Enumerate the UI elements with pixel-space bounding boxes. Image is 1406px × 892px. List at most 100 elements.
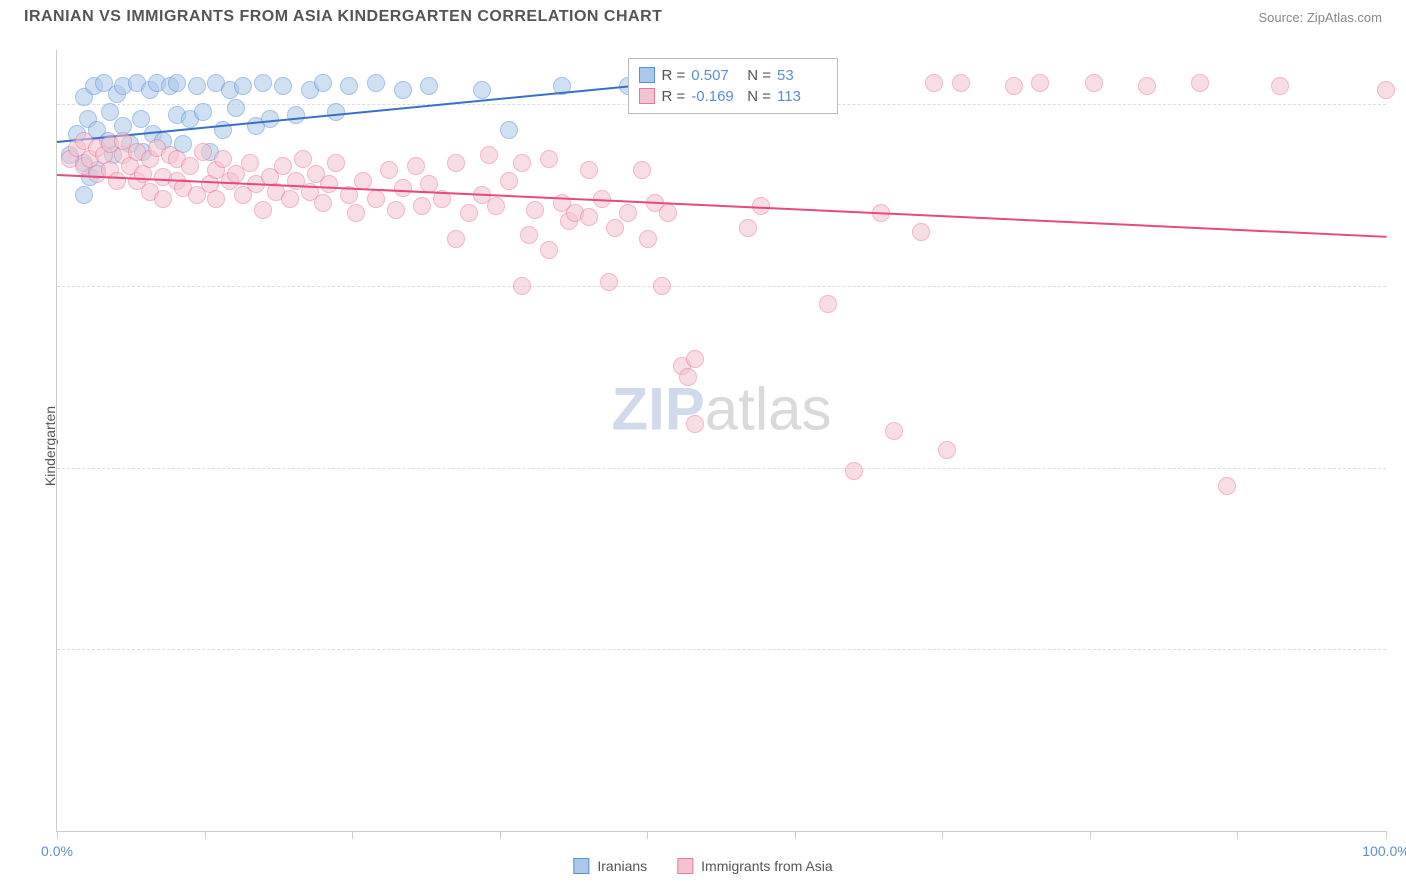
plot-area: ZIPatlas 85.0%90.0%95.0%100.0%0.0%100.0%…: [56, 50, 1386, 832]
scatter-point: [420, 77, 438, 95]
scatter-point: [739, 219, 757, 237]
scatter-point: [1085, 74, 1103, 92]
scatter-point: [281, 190, 299, 208]
scatter-point: [653, 277, 671, 295]
scatter-point: [845, 462, 863, 480]
header: IRANIAN VS IMMIGRANTS FROM ASIA KINDERGA…: [0, 0, 1406, 34]
scatter-point: [513, 154, 531, 172]
scatter-point: [327, 154, 345, 172]
scatter-point: [1138, 77, 1156, 95]
scatter-point: [686, 415, 704, 433]
gridline: [57, 468, 1386, 469]
scatter-point: [367, 190, 385, 208]
scatter-point: [387, 201, 405, 219]
scatter-point: [819, 295, 837, 313]
scatter-point: [234, 77, 252, 95]
scatter-point: [241, 154, 259, 172]
scatter-point: [487, 197, 505, 215]
scatter-point: [181, 157, 199, 175]
scatter-point: [274, 77, 292, 95]
watermark: ZIPatlas: [611, 375, 831, 444]
x-tick-label: 0.0%: [41, 843, 73, 859]
n-value: 53: [777, 67, 827, 84]
scatter-point: [526, 201, 544, 219]
scatter-point: [154, 190, 172, 208]
scatter-point: [500, 172, 518, 190]
scatter-point: [413, 197, 431, 215]
scatter-point: [480, 146, 498, 164]
gridline: [57, 649, 1386, 650]
scatter-point: [606, 219, 624, 237]
scatter-point: [1271, 77, 1289, 95]
scatter-point: [500, 121, 518, 139]
scatter-point: [320, 175, 338, 193]
x-tick: [1090, 831, 1091, 839]
scatter-point: [274, 157, 292, 175]
scatter-point: [75, 186, 93, 204]
scatter-point: [314, 194, 332, 212]
scatter-point: [580, 161, 598, 179]
scatter-point: [407, 157, 425, 175]
x-tick: [647, 831, 648, 839]
stats-legend-row: R =-0.169N =113: [639, 86, 827, 107]
gridline: [57, 286, 1386, 287]
n-value: 113: [777, 88, 827, 105]
chart-area: ZIPatlas 85.0%90.0%95.0%100.0%0.0%100.0%…: [56, 50, 1386, 832]
x-tick: [352, 831, 353, 839]
scatter-point: [540, 150, 558, 168]
scatter-point: [287, 106, 305, 124]
scatter-point: [540, 241, 558, 259]
scatter-point: [619, 204, 637, 222]
scatter-point: [885, 422, 903, 440]
legend-label: Iranians: [597, 858, 647, 874]
x-tick: [1237, 831, 1238, 839]
scatter-point: [580, 208, 598, 226]
scatter-point: [214, 150, 232, 168]
scatter-point: [1191, 74, 1209, 92]
x-tick: [500, 831, 501, 839]
scatter-point: [394, 81, 412, 99]
scatter-point: [633, 161, 651, 179]
r-value: 0.507: [691, 67, 741, 84]
scatter-point: [925, 74, 943, 92]
r-value: -0.169: [691, 88, 741, 105]
scatter-point: [1005, 77, 1023, 95]
stats-legend: R =0.507N =53R =-0.169N =113: [628, 58, 838, 114]
scatter-point: [207, 190, 225, 208]
x-tick-label: 100.0%: [1362, 843, 1406, 859]
scatter-point: [938, 441, 956, 459]
scatter-point: [1031, 74, 1049, 92]
x-tick: [205, 831, 206, 839]
scatter-point: [600, 273, 618, 291]
scatter-point: [380, 161, 398, 179]
scatter-point: [1377, 81, 1395, 99]
bottom-legend: Iranians Immigrants from Asia: [573, 858, 832, 874]
scatter-point: [194, 143, 212, 161]
stats-legend-row: R =0.507N =53: [639, 65, 827, 86]
scatter-point: [367, 74, 385, 92]
scatter-point: [473, 81, 491, 99]
scatter-point: [952, 74, 970, 92]
legend-swatch: [573, 858, 589, 874]
scatter-point: [460, 204, 478, 222]
scatter-point: [447, 230, 465, 248]
scatter-point: [340, 77, 358, 95]
scatter-point: [227, 99, 245, 117]
scatter-point: [254, 201, 272, 219]
legend-label: Immigrants from Asia: [701, 858, 832, 874]
scatter-point: [188, 77, 206, 95]
scatter-point: [101, 103, 119, 121]
scatter-point: [686, 350, 704, 368]
scatter-point: [447, 154, 465, 172]
legend-swatch: [677, 858, 693, 874]
chart-title: IRANIAN VS IMMIGRANTS FROM ASIA KINDERGA…: [24, 8, 662, 26]
x-tick: [57, 831, 58, 839]
scatter-point: [912, 223, 930, 241]
scatter-point: [639, 230, 657, 248]
x-tick: [1386, 831, 1387, 839]
scatter-point: [194, 103, 212, 121]
legend-item: Iranians: [573, 858, 647, 874]
scatter-point: [108, 172, 126, 190]
source-label: Source: ZipAtlas.com: [1258, 10, 1382, 25]
scatter-point: [294, 150, 312, 168]
